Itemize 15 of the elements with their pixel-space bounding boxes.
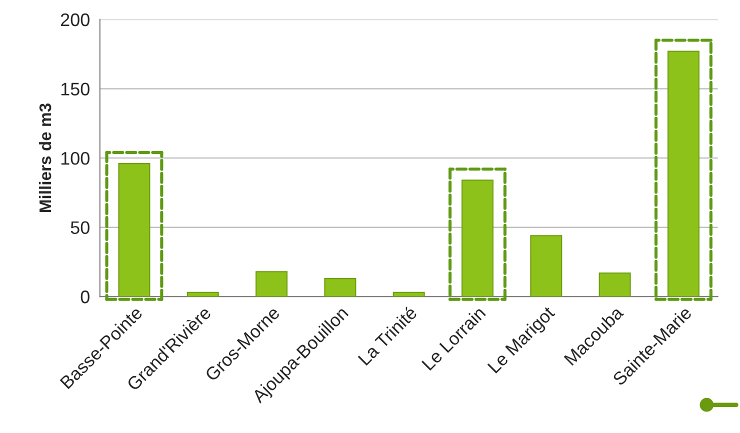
bar: [118, 163, 150, 297]
bar: [256, 271, 288, 297]
y-tick-label: 200: [60, 13, 90, 26]
bar: [392, 292, 425, 297]
y-tick-label: 150: [61, 82, 90, 96]
bar: [186, 292, 219, 297]
y-axis-title: Milliers de m3: [38, 104, 52, 212]
bar: [530, 235, 562, 297]
bar: [324, 278, 356, 297]
bar: [667, 50, 700, 297]
y-tick-label: 50: [70, 221, 90, 234]
y-tick-label: 100: [61, 152, 90, 165]
y-tick-label: 0: [80, 290, 90, 304]
bar: [598, 272, 631, 297]
bar: [462, 180, 494, 297]
